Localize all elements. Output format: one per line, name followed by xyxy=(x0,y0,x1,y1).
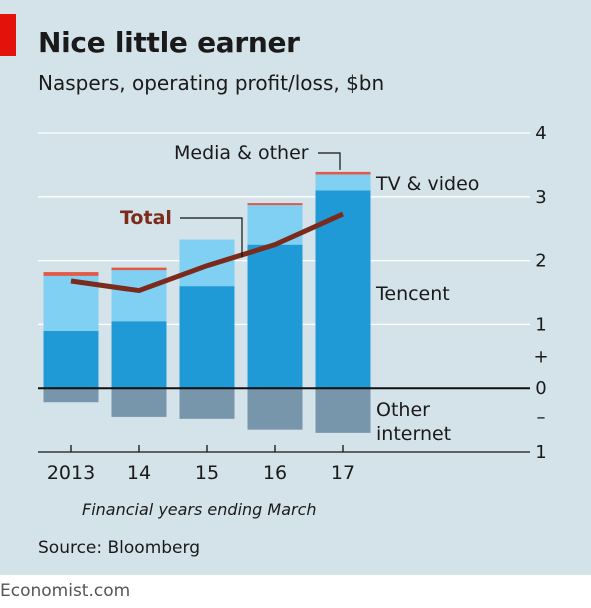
bar-media-other xyxy=(315,171,371,175)
bar-tv-video xyxy=(179,239,235,287)
y-tick-label: 1 xyxy=(535,314,546,335)
bar-media-other xyxy=(111,267,167,271)
brand-accent-tag xyxy=(0,14,16,56)
bar-tv-video xyxy=(111,270,167,322)
x-tick-label: 15 xyxy=(195,462,219,484)
bar-other-internet xyxy=(315,388,371,433)
y-sign-label-minus: – xyxy=(537,407,546,428)
bar-other-internet xyxy=(111,388,167,417)
x-tick-label: 16 xyxy=(263,462,287,484)
legend-label-other-internet-line1: Other xyxy=(376,399,430,421)
x-tick-label: 2013 xyxy=(47,462,95,484)
legend-label-tv-video: TV & video xyxy=(375,173,479,195)
chart-subtitle: Naspers, operating profit/loss, $bn xyxy=(38,71,385,95)
bar-other-internet xyxy=(247,388,303,430)
bar-other-internet xyxy=(43,388,99,403)
bar-tv-video xyxy=(315,174,371,191)
total-line xyxy=(70,211,345,294)
media-other-leader-line xyxy=(318,152,341,170)
bar-media-other xyxy=(247,203,303,206)
bar-tencent xyxy=(111,321,167,389)
chart-note: Financial years ending March xyxy=(82,500,317,519)
legend-label-media-other: Media & other xyxy=(174,142,309,164)
chart-source: Source: Bloomberg xyxy=(38,538,200,558)
y-tick-label: 3 xyxy=(535,187,546,208)
chart-title: Nice little earner xyxy=(38,26,300,59)
bar-tencent xyxy=(43,330,99,389)
bar-other-internet xyxy=(179,388,235,419)
publisher-footer: Economist.com xyxy=(0,581,131,601)
legend-label-tencent: Tencent xyxy=(375,283,450,305)
total-leader-line xyxy=(180,217,243,258)
y-tick-label: 0 xyxy=(535,378,546,399)
bar-tencent xyxy=(179,286,235,389)
y-tick-label: 4 xyxy=(535,123,546,144)
y-tick-label: 2 xyxy=(535,251,546,272)
legend-label-other-internet-line2: internet xyxy=(376,423,451,445)
y-sign-label-plus: + xyxy=(533,346,548,367)
chart-canvas: 1 0 1 2 3 4 + – 2013 14 15 16 17 TV & video Tencent Oth… xyxy=(38,123,549,484)
legend-label-total: Total xyxy=(120,207,172,229)
bar-tencent xyxy=(247,244,303,389)
x-tick-label: 17 xyxy=(331,462,355,484)
bar-media-other xyxy=(43,272,99,276)
x-tick-label: 14 xyxy=(127,462,151,484)
y-tick-label: 1 xyxy=(535,442,546,463)
